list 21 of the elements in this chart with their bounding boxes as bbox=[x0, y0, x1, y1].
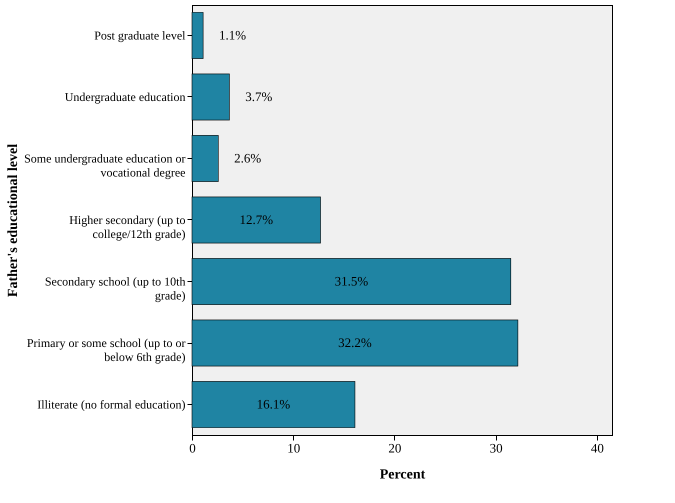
y-tick-label: Higher secondary (up to college/12th grade) bbox=[69, 213, 186, 241]
y-axis-title: Father's educational level bbox=[6, 144, 22, 298]
y-tick-label: Primary or some school (up to or below 6th grade) bbox=[26, 336, 186, 364]
y-tick-label: Undergraduate education bbox=[64, 90, 186, 104]
y-tick-label: Post graduate level bbox=[94, 28, 186, 42]
x-tick-label: 10 bbox=[287, 440, 300, 456]
data-label: 32.2% bbox=[338, 335, 372, 350]
data-label: 3.7% bbox=[245, 88, 273, 104]
y-tick-label: Some undergraduate education or vocational degree bbox=[24, 151, 186, 180]
data-label: 2.6% bbox=[234, 150, 262, 166]
x-tick-label: 40 bbox=[590, 440, 604, 456]
x-axis-title: Percent bbox=[380, 468, 426, 482]
data-label: 12.7% bbox=[239, 212, 274, 227]
x-tick-label: 0 bbox=[189, 440, 196, 456]
y-tick-label: Illiterate (no formal education) bbox=[37, 398, 186, 412]
data-label: 31.5% bbox=[334, 274, 368, 289]
data-label: 16.1% bbox=[256, 396, 290, 412]
x-tick-label: 20 bbox=[388, 440, 402, 456]
data-label: 1.1% bbox=[218, 27, 246, 42]
y-tick-label: Secondary school (up to 10th grade) bbox=[44, 274, 186, 303]
x-tick-label: 30 bbox=[490, 440, 503, 456]
